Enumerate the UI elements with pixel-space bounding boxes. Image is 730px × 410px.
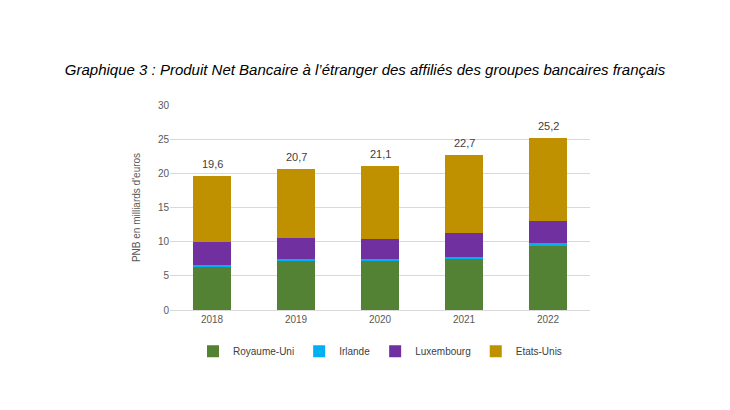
svg-text:19,6: 19,6 (202, 158, 223, 170)
svg-text:25,2: 25,2 (538, 120, 559, 132)
svg-text:Irlande: Irlande (339, 346, 370, 357)
svg-text:2019: 2019 (285, 314, 308, 325)
svg-text:Etats-Unis: Etats-Unis (516, 346, 562, 357)
svg-text:2021: 2021 (453, 314, 476, 325)
svg-text:20: 20 (158, 168, 170, 179)
svg-text:Royaume-Uni: Royaume-Uni (233, 346, 294, 357)
svg-text:5: 5 (163, 270, 169, 281)
svg-text:Luxembourg: Luxembourg (415, 346, 471, 357)
svg-text:PNB en milliards d'euros: PNB en milliards d'euros (131, 153, 142, 262)
svg-text:2020: 2020 (369, 314, 392, 325)
svg-text:2022: 2022 (537, 314, 560, 325)
svg-text:30: 30 (158, 100, 170, 111)
svg-text:20,7: 20,7 (286, 151, 307, 163)
svg-text:Graphique 3 : Produit Net Banc: Graphique 3 : Produit Net Bancaire à l’é… (65, 61, 666, 78)
svg-text:25: 25 (158, 134, 170, 145)
svg-text:0: 0 (163, 305, 169, 316)
svg-text:22,7: 22,7 (454, 137, 475, 149)
svg-text:15: 15 (158, 202, 170, 213)
svg-text:21,1: 21,1 (370, 148, 391, 160)
svg-text:2018: 2018 (201, 314, 224, 325)
svg-text:10: 10 (158, 236, 170, 247)
